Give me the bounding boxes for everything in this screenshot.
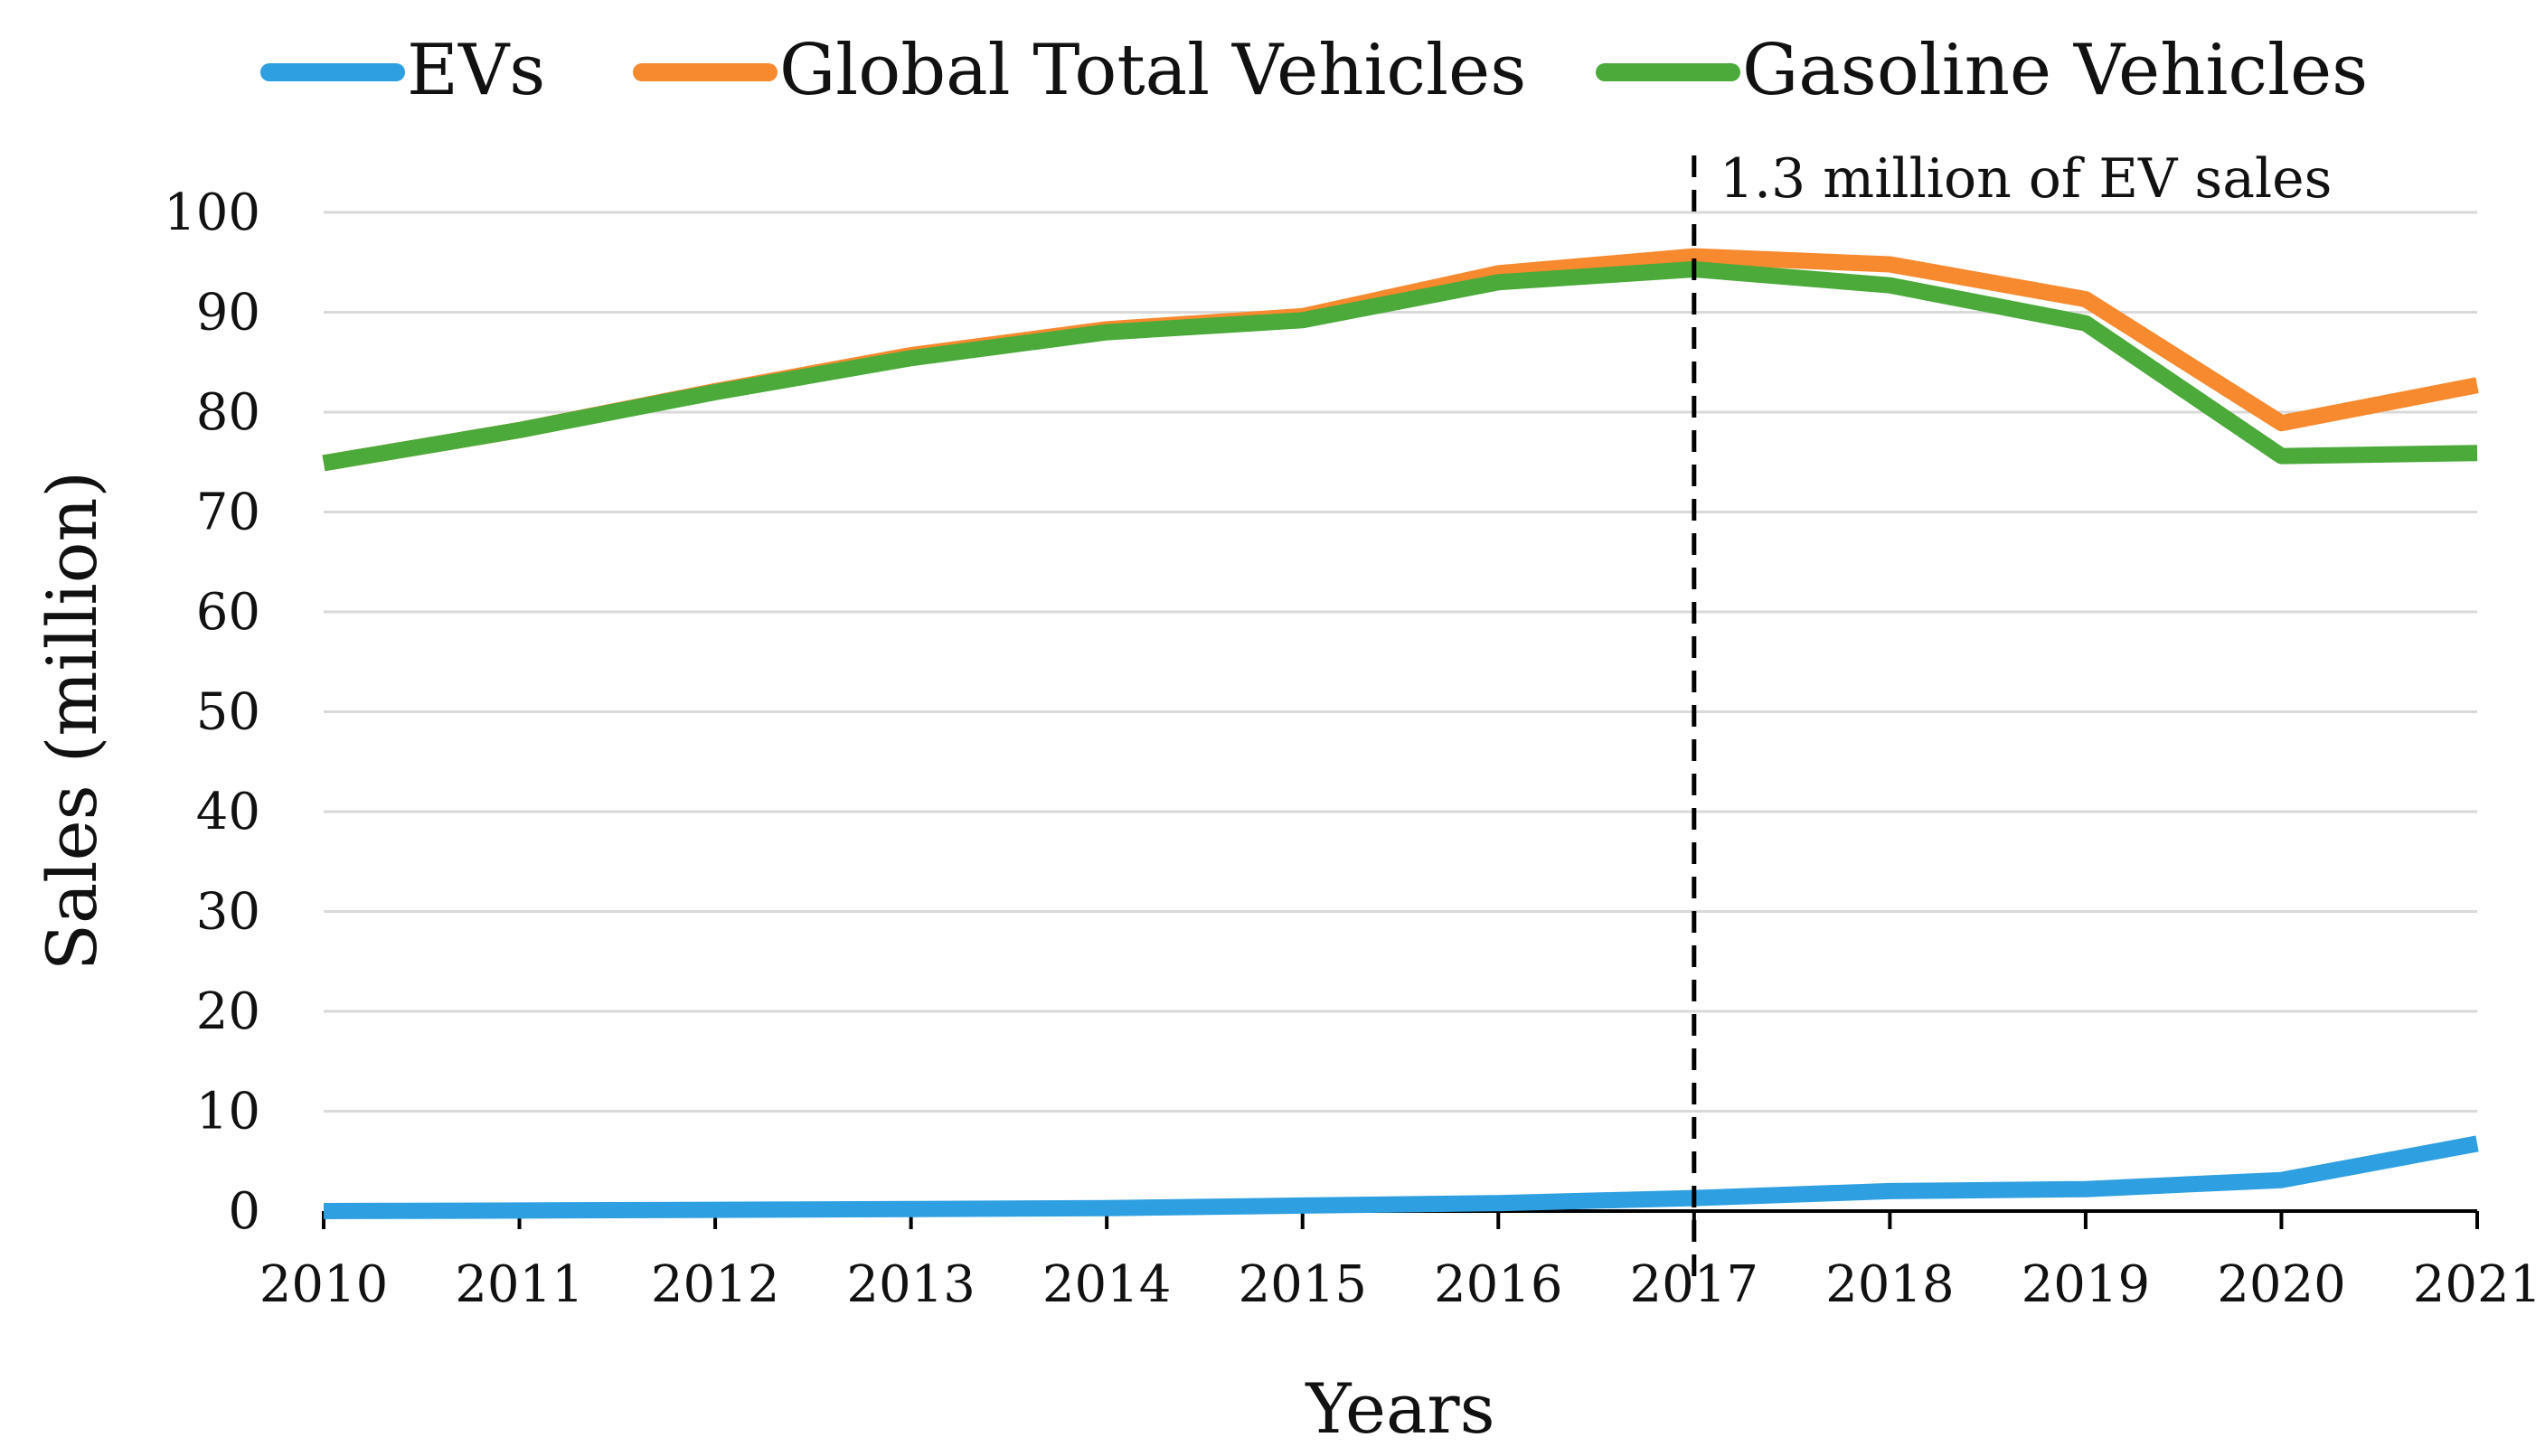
series-line-gasoline-vehicles xyxy=(322,261,2478,472)
y-tick-label-10: 10 xyxy=(196,1083,260,1141)
y-tick-label-0: 0 xyxy=(228,1182,260,1241)
series-line-evs xyxy=(323,1135,2479,1219)
y-tick-label-100: 100 xyxy=(164,183,260,242)
x-tick-label-2020: 2020 xyxy=(2217,1255,2346,1314)
legend-label: Gasoline Vehicles xyxy=(1742,30,2368,111)
x-tick-label-2019: 2019 xyxy=(2022,1255,2151,1314)
legend-label: Global Total Vehicles xyxy=(779,30,1526,111)
y-tick-label-70: 70 xyxy=(196,484,260,542)
y-tick-label-60: 60 xyxy=(196,583,260,642)
legend-item-evs: EVs xyxy=(260,30,545,111)
x-tick-label-2012: 2012 xyxy=(651,1255,780,1314)
series-line-global-total-vehicles xyxy=(322,248,2479,472)
x-tick-label-2018: 2018 xyxy=(1825,1255,1955,1314)
x-tick-label-2010: 2010 xyxy=(259,1255,389,1314)
x-tick-label-2014: 2014 xyxy=(1042,1255,1172,1314)
grid-lines xyxy=(324,211,2477,1113)
legend: EVs Global Total Vehicles Gasoline Vehicle… xyxy=(260,30,2368,111)
x-tick-label-2011: 2011 xyxy=(455,1255,584,1314)
y-tick-label-20: 20 xyxy=(196,982,260,1041)
tick-labels: 0 10 20 30 40 50 60 70 80 90 100 2010 2011 2012 2013 20… xyxy=(164,183,2541,1314)
legend-label: EVs xyxy=(407,30,545,111)
x-tick-label-2015: 2015 xyxy=(1238,1255,1367,1314)
y-axis-title: Sales (million) xyxy=(32,471,112,971)
series-layer xyxy=(322,248,2479,1219)
x-tick-label-2021: 2021 xyxy=(2413,1255,2542,1314)
y-tick-label-40: 40 xyxy=(196,783,260,841)
y-tick-label-30: 30 xyxy=(196,883,260,942)
annotation-text: 1.3 million of EV sales xyxy=(1720,147,2333,211)
x-tick-label-2017: 2017 xyxy=(1630,1255,1759,1314)
x-tick-label-2013: 2013 xyxy=(846,1255,976,1314)
x-axis-title: Years xyxy=(1305,1368,1494,1449)
y-tick-label-80: 80 xyxy=(196,383,260,442)
annotation-layer: 1.3 million of EV sales xyxy=(1692,147,2333,1279)
x-tick-label-2016: 2016 xyxy=(1434,1255,1563,1314)
legend-item-gasoline-vehicles: Gasoline Vehicles xyxy=(1596,30,2368,111)
y-tick-label-90: 90 xyxy=(196,284,260,343)
legend-item-global-total-vehicles: Global Total Vehicles xyxy=(633,30,1526,111)
y-tick-label-50: 50 xyxy=(196,683,260,742)
